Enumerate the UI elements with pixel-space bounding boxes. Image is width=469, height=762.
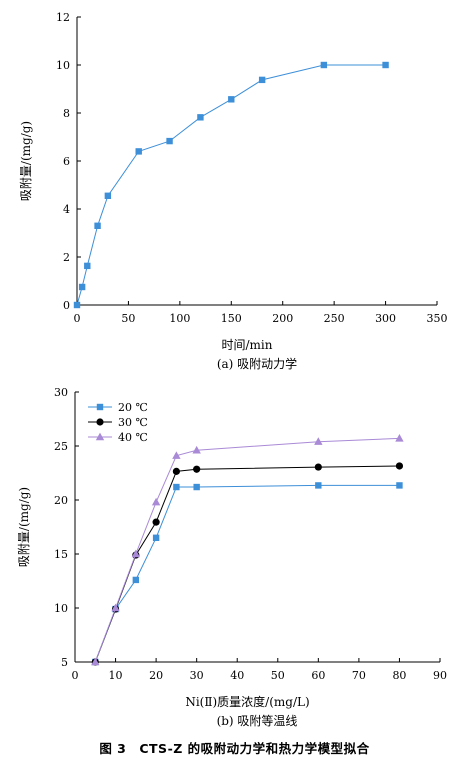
chart-0-series-0-point <box>228 96 235 103</box>
chart-1-x-tick-label: 50 <box>271 669 285 682</box>
chart-0-x-tick-label: 150 <box>221 312 242 325</box>
chart-0-series-0-point <box>73 301 81 309</box>
chart-1-x-tick-label: 90 <box>433 669 447 682</box>
chart-0-x-tick-label: 200 <box>272 312 293 325</box>
chart-1-legend-label-1: 30 ℃ <box>118 416 148 429</box>
chart-b-subtitle: (b) 吸附等温线 <box>217 714 298 728</box>
chart-1-y-axis-label: 吸附量/(mg/g) <box>17 487 31 567</box>
chart-0-x-tick-label: 250 <box>324 312 345 325</box>
chart-0-series-0-point <box>197 114 204 121</box>
chart-1-x-tick-label: 10 <box>109 669 123 682</box>
chart-1-legend-label-0: 20 ℃ <box>118 401 148 414</box>
chart-1-x-tick-label: 60 <box>311 669 325 682</box>
chart-1-y-tick-label: 30 <box>54 386 68 399</box>
chart-1-x-tick-label: 30 <box>190 669 204 682</box>
chart-kinetics: (a) 吸附动力学 0 50 100 150 200 250 300 350 0 2 4 6 8 10 12… <box>19 11 448 371</box>
chart-0-y-tick-label: 4 <box>63 203 70 216</box>
chart-0-series-0-point <box>166 137 173 145</box>
chart-0-x-tick-label: 0 <box>74 312 81 325</box>
chart-1-series-2-point <box>314 437 323 445</box>
chart-0-y-tick-label: 12 <box>56 11 70 24</box>
chart-1-series-0-point <box>193 483 200 491</box>
chart-1-series-1-line <box>94 465 400 663</box>
chart-1-legend-label-2: 40 ℃ <box>118 431 148 444</box>
chart-1-series-2-point <box>91 657 100 666</box>
chart-1-series-0-point <box>396 482 403 489</box>
chart-0-series-0-line <box>76 64 386 306</box>
chart-0-x-tick-label: 300 <box>375 312 396 325</box>
chart-1-series-2-point <box>395 434 404 442</box>
chart-1-series-1-point <box>314 463 322 471</box>
chart-1-x-tick-label: 70 <box>352 669 366 682</box>
chart-0-series-0-point <box>94 222 101 229</box>
chart-0-x-tick-label: 50 <box>121 312 135 325</box>
chart-0-series-0-point <box>78 283 86 291</box>
chart-0-y-tick-label: 6 <box>63 155 70 168</box>
chart-1-x-tick-label: 80 <box>392 669 406 682</box>
chart-1-legend-marker-1 <box>96 418 104 426</box>
chart-1-y-tick-label: 10 <box>54 602 68 615</box>
figure-caption: 图 3 CTS-Z 的吸附动力学和热力学模型拟合 <box>99 741 370 756</box>
chart-1-series-0-line <box>94 484 400 663</box>
chart-1-series-2-point <box>131 549 141 558</box>
chart-1-y-tick-label: 15 <box>54 548 68 561</box>
chart-1-series-2-line <box>94 437 400 663</box>
chart-1-legend-marker-2 <box>95 432 105 441</box>
chart-0-y-tick-label: 0 <box>63 299 70 312</box>
chart-1-series-0-point <box>315 482 322 489</box>
chart-1-series-1-point <box>152 518 160 526</box>
chart-a-subtitle: (a) 吸附动力学 <box>217 356 297 371</box>
chart-0-x-tick-label: 100 <box>169 312 190 325</box>
chart-1-series-1-point <box>193 465 201 473</box>
chart-1-series-1-point <box>172 467 180 475</box>
chart-0-y-axis-label: 吸附量/(mg/g) <box>19 121 33 201</box>
chart-0-series-0-point <box>382 61 389 69</box>
chart-1-x-tick-label: 40 <box>230 669 244 682</box>
chart-1-series-0-point <box>173 483 180 491</box>
chart-0-y-tick-label: 2 <box>63 251 70 264</box>
chart-1-series-2-point <box>151 497 161 506</box>
chart-1-series-2-point <box>172 451 181 459</box>
chart-1-legend-marker-0 <box>96 403 104 411</box>
chart-1-x-tick-label: 20 <box>149 669 163 682</box>
chart-0-series-0-point <box>135 148 142 155</box>
chart-0-y-tick-label: 8 <box>63 107 70 120</box>
chart-1-x-tick-label: 0 <box>72 669 79 682</box>
chart-1-series-2-point <box>111 603 120 612</box>
chart-0-series-0-point <box>104 192 112 199</box>
chart-1-series-0-point <box>152 534 160 541</box>
chart-0-x-axis-label: 时间/min <box>222 338 273 352</box>
chart-1-y-tick-label: 5 <box>61 656 68 669</box>
chart-0-series-0-point <box>258 76 266 84</box>
chart-1-x-axis-label: Ni(Ⅱ)质量浓度/(mg/L) <box>185 694 309 709</box>
chart-1-y-tick-label: 20 <box>54 494 68 507</box>
chart-0-series-0-point <box>320 61 328 69</box>
chart-1-y-tick-label: 25 <box>54 440 68 453</box>
chart-1-series-0-point <box>132 576 140 584</box>
chart-isotherm: (b) 吸附等温线 0 10 20 30 40 50 60 70 80 90 5 10 15 20 25 30… <box>17 386 447 728</box>
chart-0-x-tick-label: 350 <box>427 312 448 325</box>
chart-1-series-1-point <box>395 462 404 470</box>
chart-1-series-2-point <box>192 445 201 454</box>
chart-0-series-0-point <box>84 262 91 270</box>
chart-0-y-tick-label: 10 <box>56 59 70 72</box>
